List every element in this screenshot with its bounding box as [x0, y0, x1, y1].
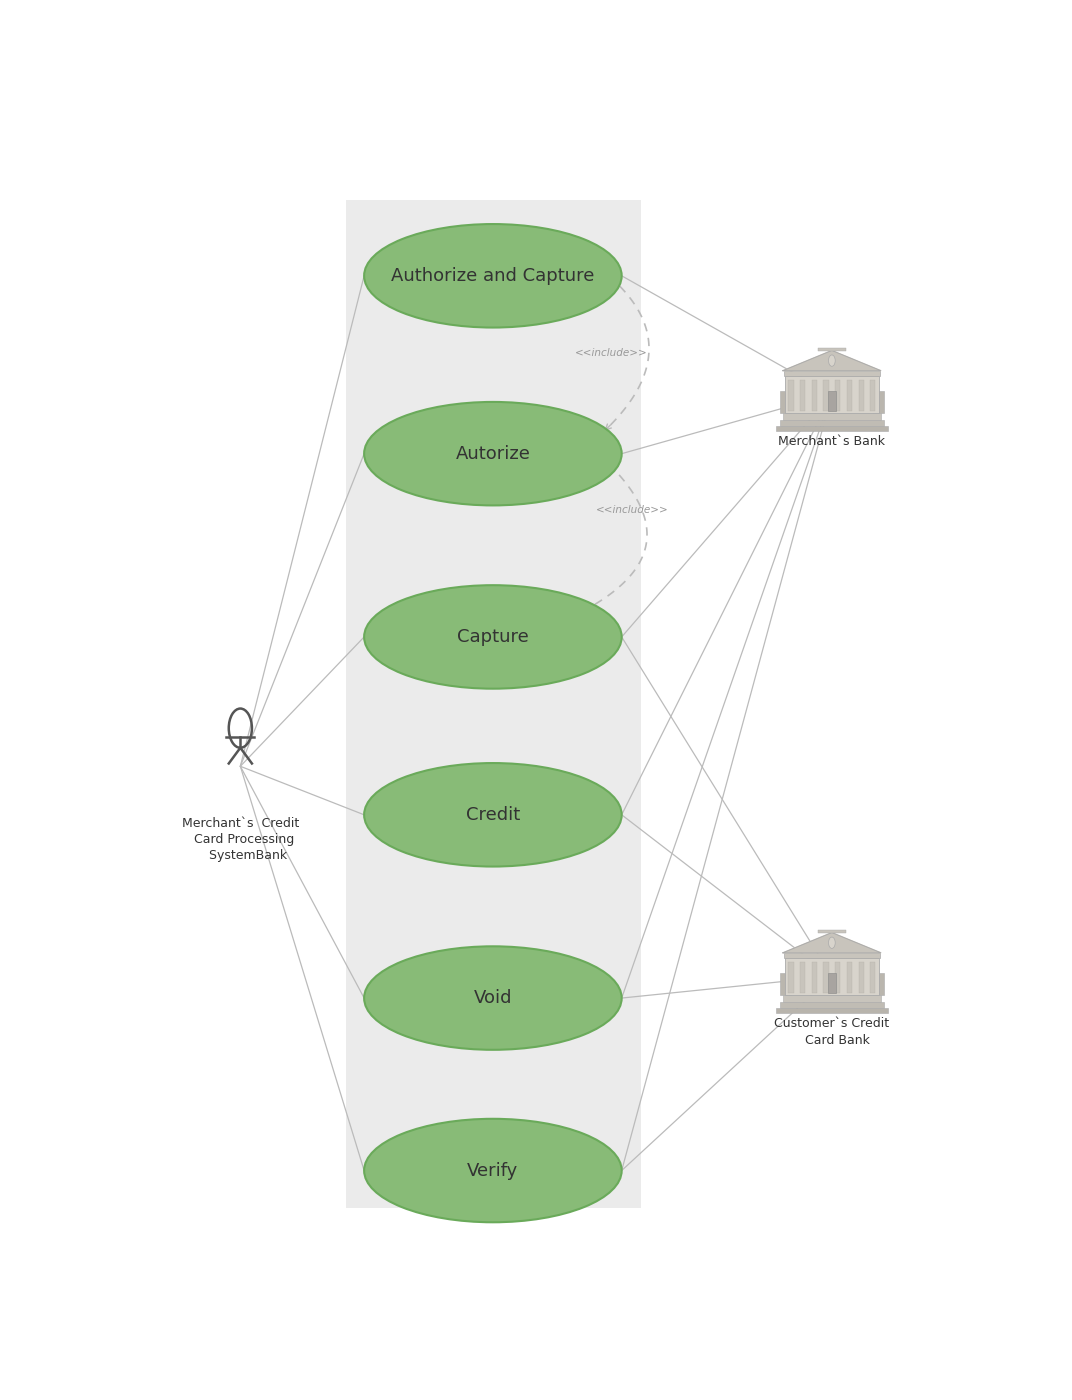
Ellipse shape [364, 585, 622, 689]
FancyBboxPatch shape [785, 377, 879, 413]
FancyBboxPatch shape [776, 426, 888, 431]
FancyBboxPatch shape [785, 953, 879, 959]
FancyBboxPatch shape [870, 379, 876, 410]
Text: Capture: Capture [457, 629, 528, 645]
Text: <<include>>: <<include>> [596, 505, 669, 515]
FancyBboxPatch shape [873, 973, 884, 994]
FancyBboxPatch shape [873, 391, 884, 413]
FancyBboxPatch shape [847, 962, 852, 993]
Ellipse shape [364, 402, 622, 505]
Text: Void: Void [474, 988, 512, 1007]
FancyBboxPatch shape [800, 962, 805, 993]
FancyBboxPatch shape [859, 962, 864, 993]
FancyBboxPatch shape [812, 379, 817, 410]
FancyBboxPatch shape [823, 962, 829, 993]
FancyBboxPatch shape [776, 1008, 888, 1014]
FancyBboxPatch shape [828, 973, 836, 993]
FancyBboxPatch shape [812, 962, 817, 993]
Polygon shape [783, 932, 881, 953]
FancyBboxPatch shape [779, 420, 884, 426]
Ellipse shape [829, 937, 835, 948]
FancyBboxPatch shape [785, 371, 879, 377]
FancyBboxPatch shape [785, 959, 879, 994]
Ellipse shape [364, 1119, 622, 1222]
FancyBboxPatch shape [818, 349, 846, 350]
FancyBboxPatch shape [823, 379, 829, 410]
FancyBboxPatch shape [783, 994, 881, 1002]
FancyBboxPatch shape [847, 379, 852, 410]
FancyBboxPatch shape [346, 200, 641, 1208]
Text: Merchant`s  Credit
  Card Processing
    SystemBank: Merchant`s Credit Card Processing System… [182, 818, 299, 862]
Text: Merchant`s Bank: Merchant`s Bank [778, 435, 885, 448]
FancyBboxPatch shape [835, 962, 840, 993]
FancyBboxPatch shape [779, 391, 791, 413]
FancyBboxPatch shape [818, 930, 846, 932]
FancyBboxPatch shape [779, 1002, 884, 1008]
FancyBboxPatch shape [835, 379, 840, 410]
FancyBboxPatch shape [800, 379, 805, 410]
FancyBboxPatch shape [788, 379, 793, 410]
FancyBboxPatch shape [783, 413, 881, 420]
FancyBboxPatch shape [788, 962, 793, 993]
FancyBboxPatch shape [779, 973, 791, 994]
FancyBboxPatch shape [828, 391, 836, 410]
Text: Verify: Verify [467, 1162, 519, 1180]
FancyBboxPatch shape [859, 379, 864, 410]
Text: Credit: Credit [465, 806, 520, 823]
Ellipse shape [364, 946, 622, 1050]
Text: Authorize and Capture: Authorize and Capture [391, 267, 595, 284]
Text: <<include>>: <<include>> [576, 349, 649, 358]
Ellipse shape [364, 224, 622, 328]
FancyBboxPatch shape [870, 962, 876, 993]
Text: Customer`s Credit
   Card Bank: Customer`s Credit Card Bank [774, 1018, 890, 1047]
Text: Autorize: Autorize [456, 445, 531, 462]
Ellipse shape [829, 356, 835, 367]
Polygon shape [783, 350, 881, 371]
Ellipse shape [364, 763, 622, 867]
